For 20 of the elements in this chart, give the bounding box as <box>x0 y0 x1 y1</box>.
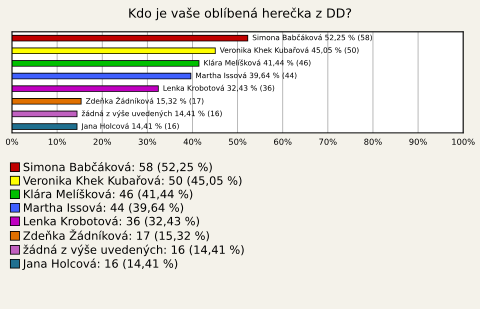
x-tick-label: 80% <box>364 138 382 145</box>
legend-label: Lenka Krobotová: 36 (32,43 %) <box>24 216 199 227</box>
x-tick-label: 10% <box>48 138 66 145</box>
x-tick-label: 50% <box>228 138 246 145</box>
legend-label: Veronika Khek Kubařová: 50 (45,05 %) <box>22 176 242 186</box>
x-tick-label: 0% <box>6 138 18 145</box>
legend-label: Martha Issová: 44 (39,64 %) <box>24 202 184 214</box>
x-tick-label: 90% <box>409 138 427 145</box>
legend-label: Jana Holcová: 16 (14,41 %) <box>22 258 178 270</box>
legend-label: Zdeňka Žádníková: 17 (15,32 %) <box>23 229 209 242</box>
x-tick-label: 30% <box>138 138 156 145</box>
legend-label: Klára Melíšková: 46 (41,44 %) <box>24 189 192 200</box>
legend-label: Simona Babčáková: 58 (52,25 %) <box>24 162 212 173</box>
x-tick-label: 40% <box>184 138 202 145</box>
x-tick-label: 60% <box>274 138 292 145</box>
legend-label: žádná z výše uvedených: 16 (14,41 %) <box>23 244 244 256</box>
chart-title: Kdo je vaše oblíbená herečka z DD? <box>129 8 352 20</box>
x-tick-label: 100% <box>452 138 475 145</box>
x-tick-label: 20% <box>94 138 112 145</box>
x-tick-label: 70% <box>319 138 337 145</box>
